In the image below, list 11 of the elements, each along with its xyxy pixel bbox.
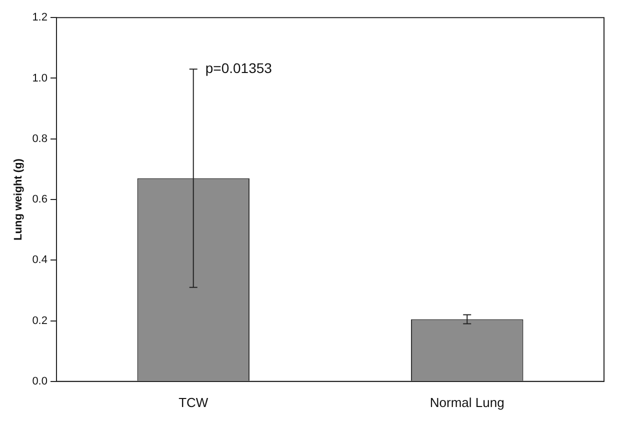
y-tick-label: 1.2 bbox=[32, 12, 48, 24]
y-tick-label: 0.4 bbox=[32, 254, 48, 266]
y-tick-label: 0.6 bbox=[32, 194, 48, 206]
annotation: p=0.01353 bbox=[205, 60, 272, 76]
y-tick-label: 0.8 bbox=[32, 132, 48, 145]
x-tick-label: Normal Lung bbox=[430, 394, 504, 410]
y-tick-label: 0.0 bbox=[32, 375, 48, 388]
y-axis-title: Lung weight (g) bbox=[12, 158, 25, 240]
y-tick-label: 1.0 bbox=[32, 72, 48, 84]
x-tick-label: TCW bbox=[178, 394, 209, 410]
y-tick-label: 0.2 bbox=[32, 314, 48, 327]
